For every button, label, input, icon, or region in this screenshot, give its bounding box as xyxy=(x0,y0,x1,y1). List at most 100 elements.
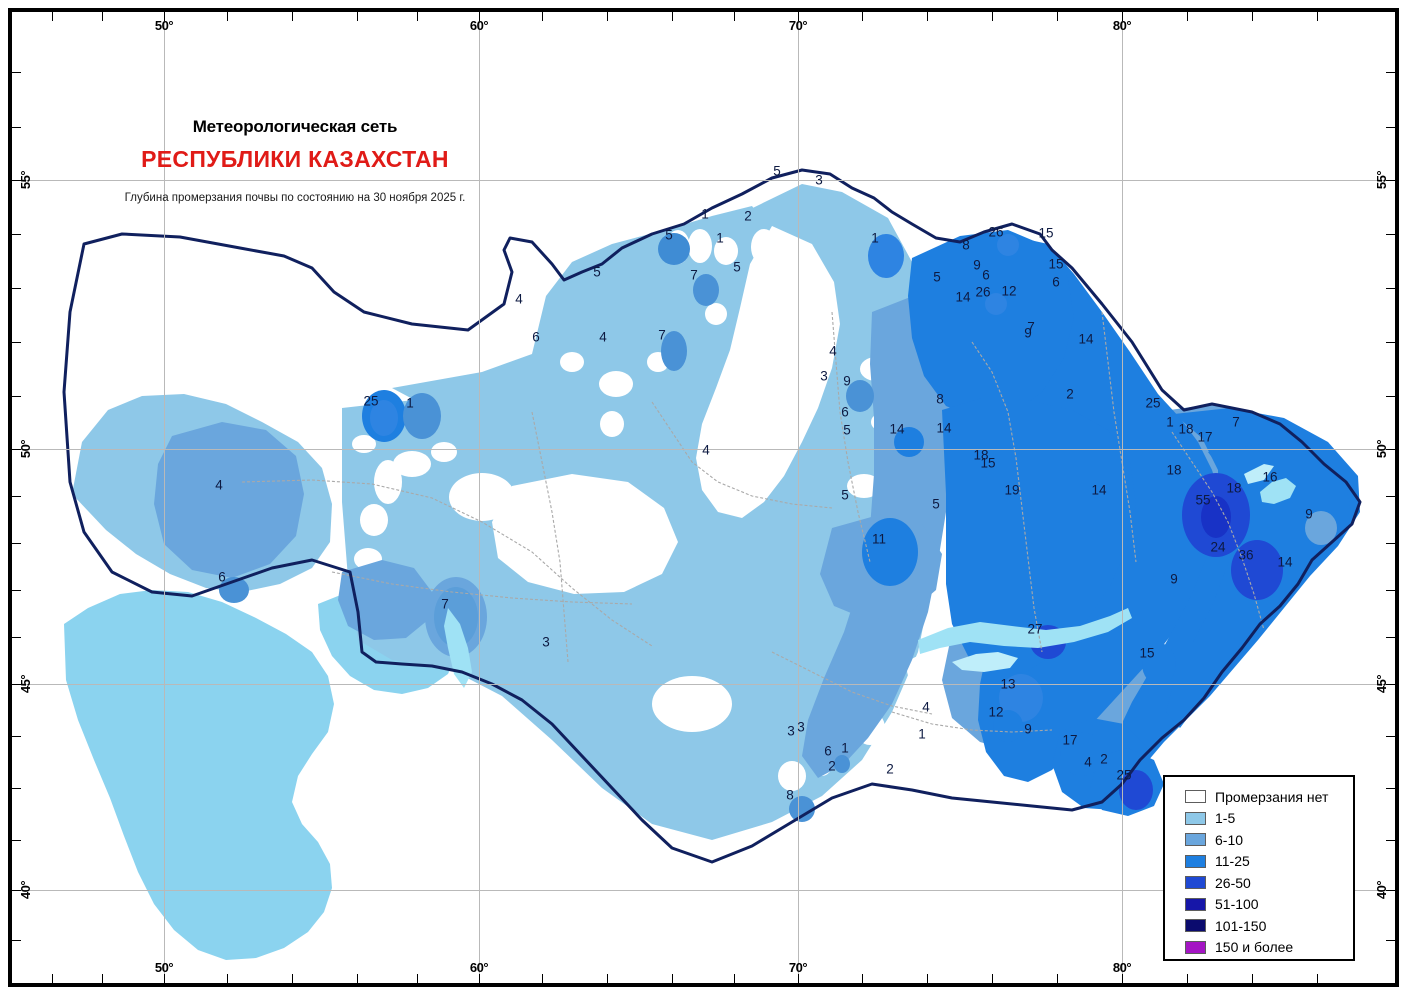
station-value: 7 xyxy=(1027,319,1035,335)
station-value: 17 xyxy=(1062,732,1078,748)
national-border xyxy=(62,168,1362,864)
caspian-sea-zone xyxy=(64,590,334,960)
station-value: 7 xyxy=(690,267,698,283)
lat-label-50-left: 50° xyxy=(18,439,33,459)
station-value: 9 xyxy=(1024,325,1032,341)
station-value: 4 xyxy=(922,699,930,715)
station-value: 15 xyxy=(1139,645,1155,661)
station-value: 15 xyxy=(1038,225,1054,241)
station-value: 14 xyxy=(1091,482,1107,498)
station-value: 1 xyxy=(918,726,926,742)
meridian-60 xyxy=(479,12,480,983)
station-value: 26 xyxy=(988,224,1004,240)
legend-item[interactable]: 101-150 xyxy=(1165,915,1353,937)
station-value: 5 xyxy=(665,227,673,243)
kazakhstan-frost-depth-map xyxy=(12,12,1395,983)
legend-swatch xyxy=(1185,790,1206,804)
lat-label-45-right: 45° xyxy=(1374,674,1389,694)
legend-item-label: Промерзания нет xyxy=(1215,788,1329,805)
station-value: 4 xyxy=(702,442,710,458)
meridian-50 xyxy=(164,12,165,983)
station-value: 6 xyxy=(1052,274,1060,290)
legend-item-label: 101-150 xyxy=(1215,917,1267,934)
station-value: 1 xyxy=(841,740,849,756)
station-value: 3 xyxy=(820,368,828,384)
legend-box: Промерзания нет 1-5 6-10 11-25 26-50 51-100 10… xyxy=(1163,775,1355,961)
station-value: 4 xyxy=(829,343,837,359)
meridian-80 xyxy=(1122,12,1123,983)
lon-label-50-bottom: 50° xyxy=(154,960,174,975)
lon-label-70-bottom: 70° xyxy=(788,960,808,975)
legend-item-label: 150 и более xyxy=(1215,939,1294,956)
station-value: 6 xyxy=(532,329,540,345)
legend-item[interactable]: 150 и более xyxy=(1165,937,1353,959)
lat-label-50-right: 50° xyxy=(1374,439,1389,459)
legend-item[interactable]: 1-5 xyxy=(1165,808,1353,830)
station-value: 9 xyxy=(843,373,851,389)
legend-swatch xyxy=(1185,919,1206,933)
station-value: 5 xyxy=(733,259,741,275)
aral-sea xyxy=(444,608,472,688)
station-value: 9 xyxy=(1305,506,1313,522)
station-value: 6 xyxy=(841,404,849,420)
lat-label-40-right: 40° xyxy=(1374,880,1389,900)
station-value: 14 xyxy=(1078,331,1094,347)
station-value: 18 xyxy=(1166,462,1182,478)
lake-balkhash xyxy=(918,608,1132,654)
station-value: 2 xyxy=(1100,751,1108,767)
station-value: 1 xyxy=(1166,414,1174,430)
station-value: 18 xyxy=(1226,480,1242,496)
legend-swatch xyxy=(1185,854,1206,868)
no-freezing-core-north xyxy=(696,226,840,518)
station-value: 4 xyxy=(515,291,523,307)
lon-label-80-top: 80° xyxy=(1112,18,1132,33)
station-value: 19 xyxy=(1004,482,1020,498)
legend-item[interactable]: 6-10 xyxy=(1165,829,1353,851)
station-value: 3 xyxy=(542,634,550,650)
station-value: 5 xyxy=(593,264,601,280)
legend-swatch xyxy=(1185,876,1206,890)
station-value: 3 xyxy=(797,719,805,735)
station-value: 1 xyxy=(716,230,724,246)
lat-label-45-left: 45° xyxy=(18,674,33,694)
legend-swatch xyxy=(1185,940,1206,954)
no-freezing-core-central xyxy=(492,474,678,594)
parallel-55 xyxy=(12,180,1395,181)
legend-item[interactable]: 11-25 xyxy=(1165,851,1353,873)
station-value: 14 xyxy=(889,421,905,437)
station-value: 2 xyxy=(744,208,752,224)
station-value: 13 xyxy=(1000,676,1016,692)
station-value: 8 xyxy=(786,787,794,803)
station-value: 25 xyxy=(1116,767,1132,783)
lon-label-60-bottom: 60° xyxy=(469,960,489,975)
legend-item-label: 1-5 xyxy=(1215,810,1236,827)
station-value: 7 xyxy=(1232,414,1240,430)
lon-label-50-top: 50° xyxy=(154,18,174,33)
station-value: 18 xyxy=(1178,421,1194,437)
station-value: 5 xyxy=(932,496,940,512)
station-value: 1 xyxy=(701,206,709,222)
station-value: 8 xyxy=(962,237,970,253)
station-value: 17 xyxy=(1197,429,1213,445)
station-value: 12 xyxy=(1001,283,1017,299)
legend-item[interactable]: Промерзания нет xyxy=(1165,786,1353,808)
station-value: 4 xyxy=(215,477,223,493)
station-value: 4 xyxy=(1084,754,1092,770)
parallel-50 xyxy=(12,449,1395,450)
station-value: 26 xyxy=(975,284,991,300)
station-value: 5 xyxy=(841,487,849,503)
station-value: 2 xyxy=(828,758,836,774)
lat-label-55-right: 55° xyxy=(1374,170,1389,190)
station-value: 9 xyxy=(1170,571,1178,587)
legend-swatch xyxy=(1185,833,1206,847)
legend-item[interactable]: 26-50 xyxy=(1165,872,1353,894)
lon-label-80-bottom: 80° xyxy=(1112,960,1132,975)
lat-label-55-left: 55° xyxy=(18,170,33,190)
station-value: 7 xyxy=(658,327,666,343)
station-value: 6 xyxy=(218,569,226,585)
legend-item[interactable]: 51-100 xyxy=(1165,894,1353,916)
meridian-70 xyxy=(798,12,799,983)
legend-item-label: 26-50 xyxy=(1215,874,1251,891)
station-value: 12 xyxy=(988,704,1004,720)
